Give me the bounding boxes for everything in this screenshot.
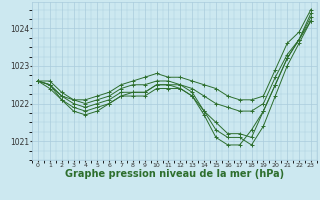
X-axis label: Graphe pression niveau de la mer (hPa): Graphe pression niveau de la mer (hPa) bbox=[65, 169, 284, 179]
